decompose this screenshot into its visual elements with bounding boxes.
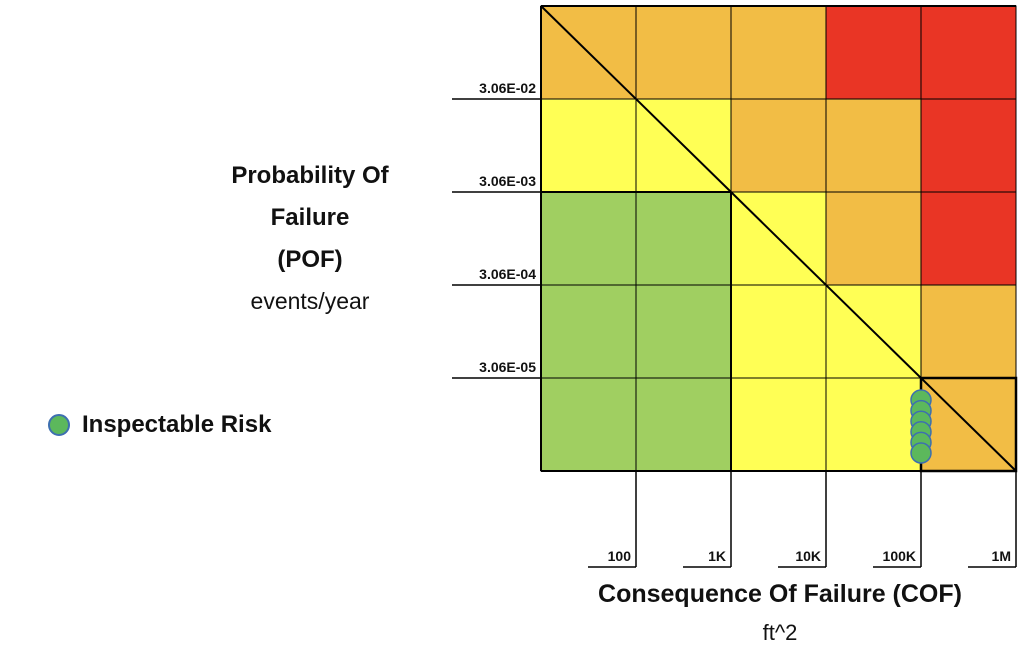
matrix-cell-r3-c2 bbox=[635, 191, 732, 286]
matrix-cell-r4-c2 bbox=[635, 284, 732, 379]
legend: Inspectable Risk bbox=[48, 408, 271, 442]
matrix-cell-r4-c5 bbox=[920, 284, 1017, 379]
x-axis-title: Consequence Of Failure (COF) bbox=[598, 580, 962, 608]
y-axis-title-line-1: Probability Of bbox=[231, 162, 389, 189]
legend-label: Inspectable Risk bbox=[82, 411, 272, 438]
matrix-cell-r1-c2 bbox=[635, 5, 732, 100]
legend-marker bbox=[48, 414, 70, 436]
matrix-cell-r1-c5 bbox=[920, 5, 1017, 100]
matrix-cell-r5-c2 bbox=[635, 377, 732, 472]
matrix-cell-r1-c4 bbox=[825, 5, 922, 100]
x-tick-label: 1M bbox=[992, 548, 1011, 564]
matrix-cell-r4-c1 bbox=[540, 284, 637, 379]
matrix-cell-r1-c3 bbox=[730, 5, 827, 100]
y-tick-label: 3.06E-03 bbox=[479, 173, 536, 189]
x-tick-label: 100K bbox=[883, 548, 916, 564]
x-axis-unit: ft^2 bbox=[762, 620, 798, 645]
x-tick-label: 100 bbox=[608, 548, 632, 564]
inspectable-risk-point bbox=[910, 442, 932, 464]
matrix-cell-r5-c3 bbox=[730, 377, 827, 472]
matrix-cell-r3-c1 bbox=[540, 191, 637, 286]
x-tick-label: 10K bbox=[795, 548, 821, 564]
matrix-cell-r5-c1 bbox=[540, 377, 637, 472]
x-tick-label: 1K bbox=[708, 548, 726, 564]
matrix-cell-r3-c4 bbox=[825, 191, 922, 286]
matrix-cell-r4-c3 bbox=[730, 284, 827, 379]
matrix-cell-r2-c1 bbox=[540, 98, 637, 193]
y-tick-label: 3.06E-05 bbox=[479, 359, 536, 375]
y-tick-label: 3.06E-04 bbox=[479, 266, 536, 282]
y-axis-title-line-2: Failure bbox=[270, 204, 350, 231]
y-tick-label: 3.06E-02 bbox=[479, 80, 536, 96]
risk-diagonal-line bbox=[540, 5, 1017, 472]
y-axis-unit: events/year bbox=[250, 288, 370, 314]
matrix-cell-r5-c4 bbox=[825, 377, 922, 472]
matrix-cell-r2-c3 bbox=[730, 98, 827, 193]
matrix-cell-r2-c4 bbox=[825, 98, 922, 193]
matrix-cell-r2-c5 bbox=[920, 98, 1017, 193]
matrix-cell-r3-c5 bbox=[920, 191, 1017, 286]
y-axis-title-line-3: (POF) bbox=[277, 246, 343, 273]
